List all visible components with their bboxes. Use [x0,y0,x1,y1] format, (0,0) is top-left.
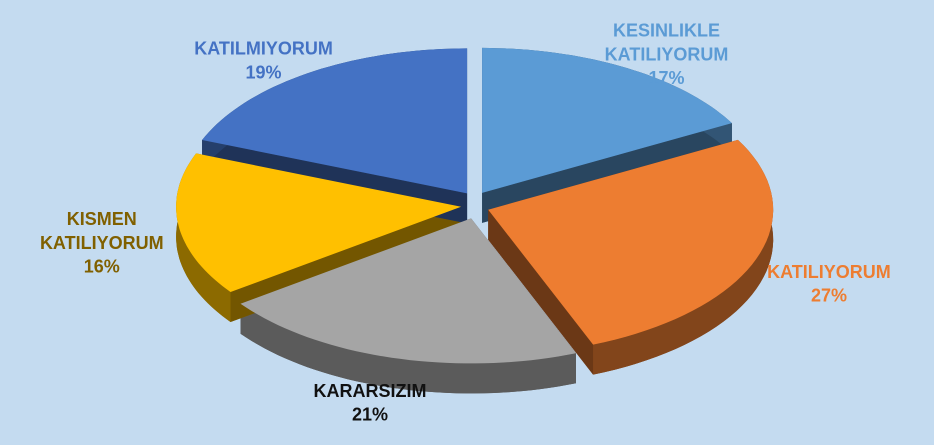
slice [240,218,576,364]
slice-edge [488,209,594,375]
slice-label: KATILIYORUM [767,262,891,282]
slice-label: KESINLIKLE KATILIYORUM [605,20,729,64]
value-label: 16% [84,257,120,277]
labels: KESINLIKLE KATILIYORUM 17% KATILIYORUM 27% KA… [40,20,891,425]
value-label: 21% [352,405,388,425]
slice-wall [240,303,576,394]
slice-wall [593,139,774,375]
value-label: 27% [811,286,847,306]
slice-label: KISMEN KATILIYORUM [40,209,164,253]
slice [488,139,774,345]
slice [176,153,462,292]
slice-label: KARARSIZIM [314,381,427,401]
slice [482,47,732,193]
value-label: 17% [648,68,684,88]
slice-wall [176,153,231,322]
value-label: 19% [246,62,282,82]
slice-label: KATILMIYORUM [194,38,333,58]
slice [202,48,468,194]
slice-tops [176,47,774,364]
